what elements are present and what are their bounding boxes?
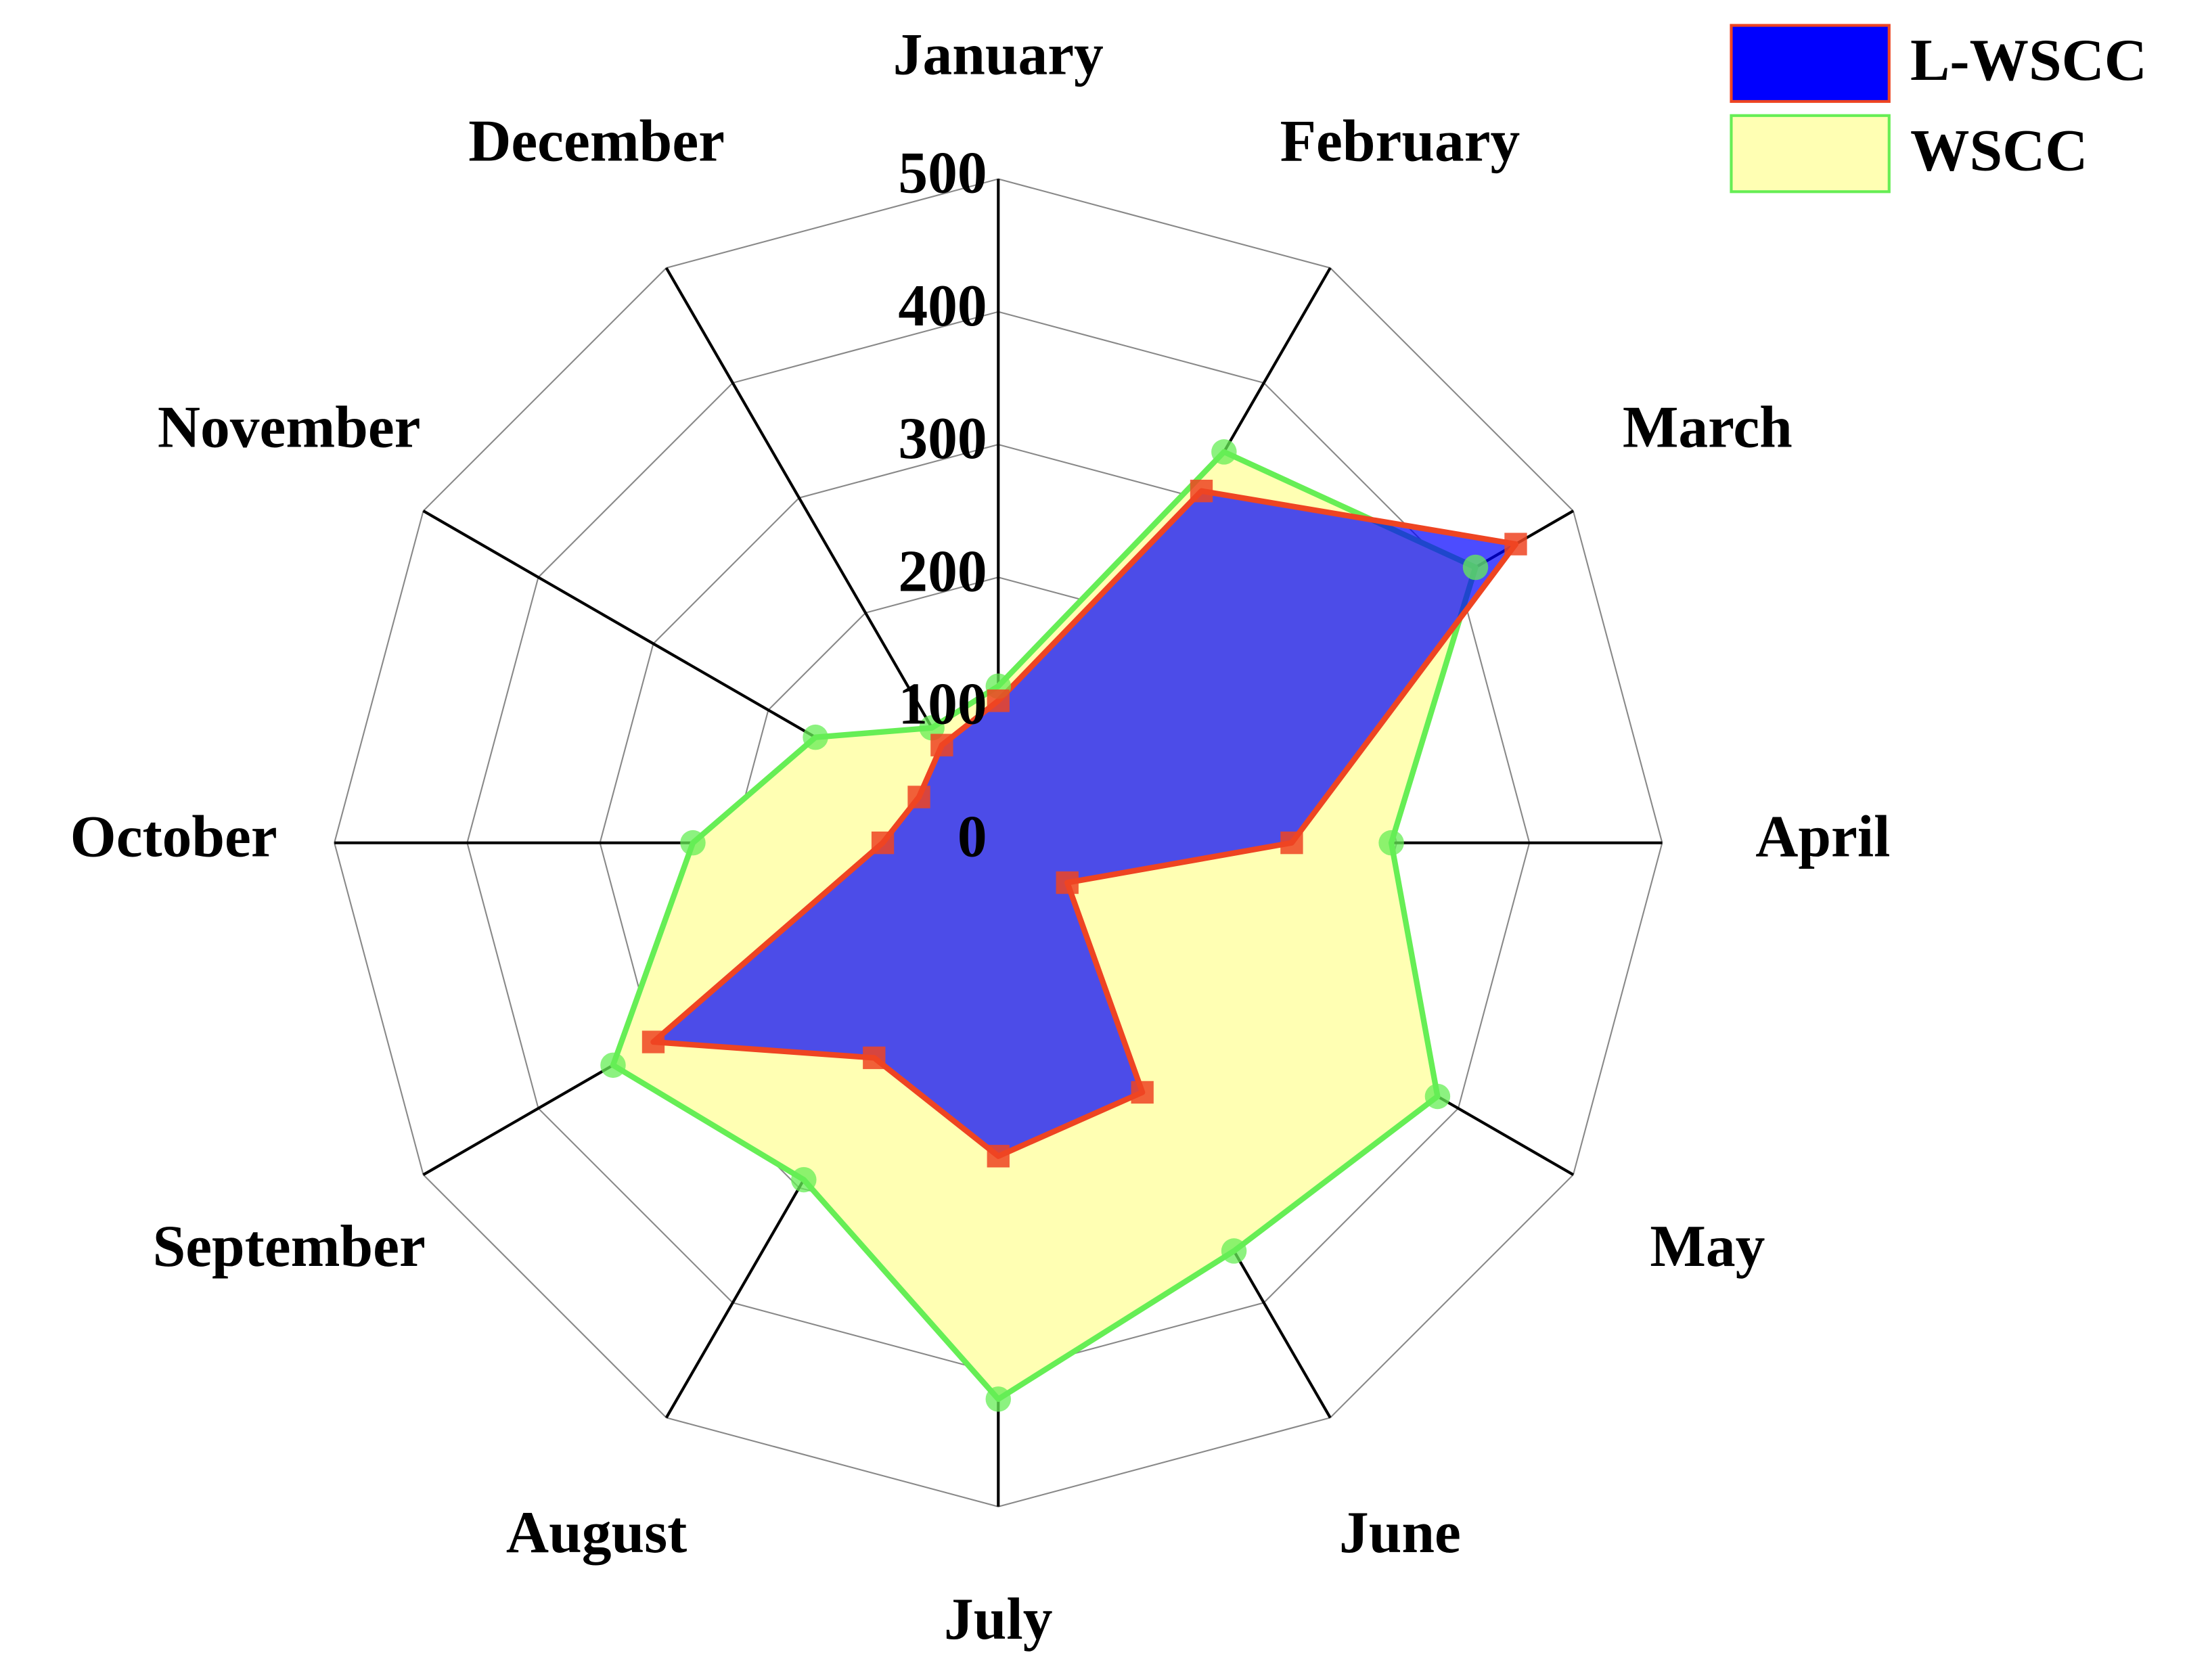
r-tick-label: 100 [898,671,987,737]
point-marker [641,1030,665,1053]
point-marker [1221,1238,1247,1264]
category-label: November [158,394,421,460]
point-marker [987,689,1010,712]
category-label: August [506,1499,687,1565]
category-label: May [1650,1213,1765,1279]
point-marker [600,1052,626,1079]
point-marker [1280,832,1303,855]
point-marker [1056,871,1079,894]
point-marker [907,786,930,809]
r-tick-label: 400 [898,273,987,338]
point-marker [985,1386,1012,1412]
point-marker [791,1166,817,1193]
r-tick-label: 500 [898,140,987,206]
category-label: February [1280,108,1520,173]
category-label: December [468,108,725,173]
point-marker [1211,439,1237,465]
category-label: April [1755,804,1890,869]
r-tick-label: 0 [957,804,987,869]
category-label: June [1339,1499,1461,1565]
category-label: July [944,1586,1052,1652]
point-marker [930,733,953,756]
category-label: October [70,804,277,869]
legend-label: L-WSCC [1910,27,2147,93]
point-marker [871,832,895,855]
point-marker [987,1145,1010,1168]
category-label: January [893,22,1104,87]
legend-swatch [1730,24,1891,104]
point-marker [803,724,828,750]
point-marker [680,830,706,856]
point-marker [1462,554,1489,581]
legend-label: WSCC [1910,117,2088,183]
r-tick-label: 200 [898,538,987,604]
point-marker [1190,480,1213,503]
point-marker [1131,1081,1154,1104]
r-tick-label: 300 [898,405,987,471]
point-marker [863,1046,886,1070]
category-label: September [153,1213,426,1279]
point-marker [1378,830,1404,856]
point-marker [1424,1083,1451,1110]
category-label: March [1623,394,1793,460]
point-marker [1504,532,1527,555]
legend-swatch [1730,114,1891,194]
